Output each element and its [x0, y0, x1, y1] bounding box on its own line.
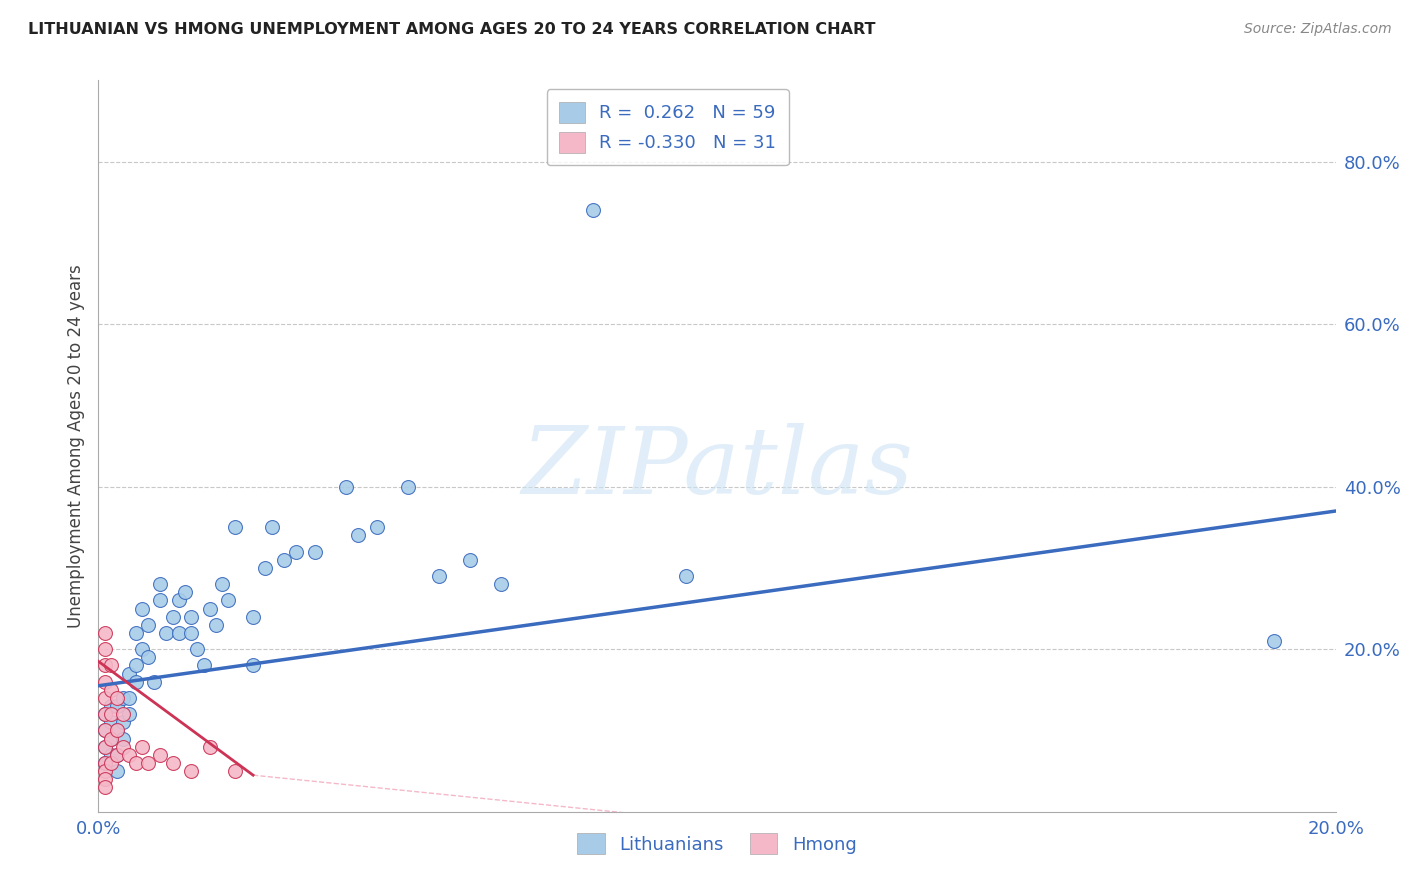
- Point: [112, 690, 135, 705]
- Point: [131, 642, 153, 657]
- Point: [118, 747, 141, 762]
- Point: [155, 626, 177, 640]
- Point: [347, 528, 370, 542]
- Point: [118, 707, 141, 722]
- Point: [100, 747, 122, 762]
- Point: [224, 764, 246, 778]
- Point: [93, 707, 115, 722]
- Point: [458, 553, 481, 567]
- Point: [124, 756, 146, 770]
- Point: [93, 626, 115, 640]
- Point: [162, 756, 184, 770]
- Point: [675, 569, 697, 583]
- Point: [131, 601, 153, 615]
- Point: [124, 658, 146, 673]
- Point: [93, 674, 115, 689]
- Point: [100, 707, 122, 722]
- Point: [167, 626, 190, 640]
- Point: [427, 569, 450, 583]
- Point: [93, 764, 115, 778]
- Point: [217, 593, 239, 607]
- Point: [396, 480, 419, 494]
- Point: [136, 617, 159, 632]
- Point: [93, 723, 115, 738]
- Point: [242, 609, 264, 624]
- Point: [118, 690, 141, 705]
- Point: [198, 739, 221, 754]
- Y-axis label: Unemployment Among Ages 20 to 24 years: Unemployment Among Ages 20 to 24 years: [66, 264, 84, 628]
- Point: [260, 520, 283, 534]
- Point: [180, 626, 202, 640]
- Point: [100, 756, 122, 770]
- Point: [118, 666, 141, 681]
- Point: [112, 715, 135, 730]
- Point: [304, 544, 326, 558]
- Point: [124, 626, 146, 640]
- Point: [224, 520, 246, 534]
- Point: [105, 747, 128, 762]
- Point: [242, 658, 264, 673]
- Point: [366, 520, 388, 534]
- Point: [93, 780, 115, 795]
- Point: [131, 739, 153, 754]
- Point: [149, 593, 172, 607]
- Point: [136, 756, 159, 770]
- Point: [582, 203, 605, 218]
- Point: [180, 609, 202, 624]
- Point: [143, 674, 166, 689]
- Point: [167, 593, 190, 607]
- Point: [174, 585, 197, 599]
- Point: [105, 690, 128, 705]
- Point: [93, 772, 115, 787]
- Point: [100, 658, 122, 673]
- Point: [93, 642, 115, 657]
- Point: [254, 561, 277, 575]
- Point: [93, 707, 115, 722]
- Point: [489, 577, 512, 591]
- Point: [105, 723, 128, 738]
- Point: [136, 650, 159, 665]
- Point: [100, 731, 122, 746]
- Point: [100, 682, 122, 697]
- Point: [198, 601, 221, 615]
- Point: [93, 723, 115, 738]
- Point: [105, 699, 128, 714]
- Point: [100, 715, 122, 730]
- Point: [105, 723, 128, 738]
- Point: [100, 731, 122, 746]
- Point: [162, 609, 184, 624]
- Point: [193, 658, 215, 673]
- Text: LITHUANIAN VS HMONG UNEMPLOYMENT AMONG AGES 20 TO 24 YEARS CORRELATION CHART: LITHUANIAN VS HMONG UNEMPLOYMENT AMONG A…: [28, 22, 876, 37]
- Point: [149, 747, 172, 762]
- Point: [273, 553, 295, 567]
- Text: Source: ZipAtlas.com: Source: ZipAtlas.com: [1244, 22, 1392, 37]
- Point: [112, 731, 135, 746]
- Point: [285, 544, 308, 558]
- Point: [205, 617, 228, 632]
- Point: [211, 577, 233, 591]
- Point: [105, 747, 128, 762]
- Point: [335, 480, 357, 494]
- Point: [93, 739, 115, 754]
- Text: ZIPatlas: ZIPatlas: [522, 423, 912, 513]
- Point: [105, 764, 128, 778]
- Point: [100, 699, 122, 714]
- Point: [124, 674, 146, 689]
- Point: [149, 577, 172, 591]
- Point: [1263, 634, 1285, 648]
- Point: [93, 739, 115, 754]
- Legend: Lithuanians, Hmong: Lithuanians, Hmong: [571, 826, 863, 861]
- Point: [186, 642, 208, 657]
- Point: [93, 658, 115, 673]
- Point: [112, 739, 135, 754]
- Point: [93, 756, 115, 770]
- Point: [93, 756, 115, 770]
- Point: [180, 764, 202, 778]
- Point: [112, 707, 135, 722]
- Point: [93, 690, 115, 705]
